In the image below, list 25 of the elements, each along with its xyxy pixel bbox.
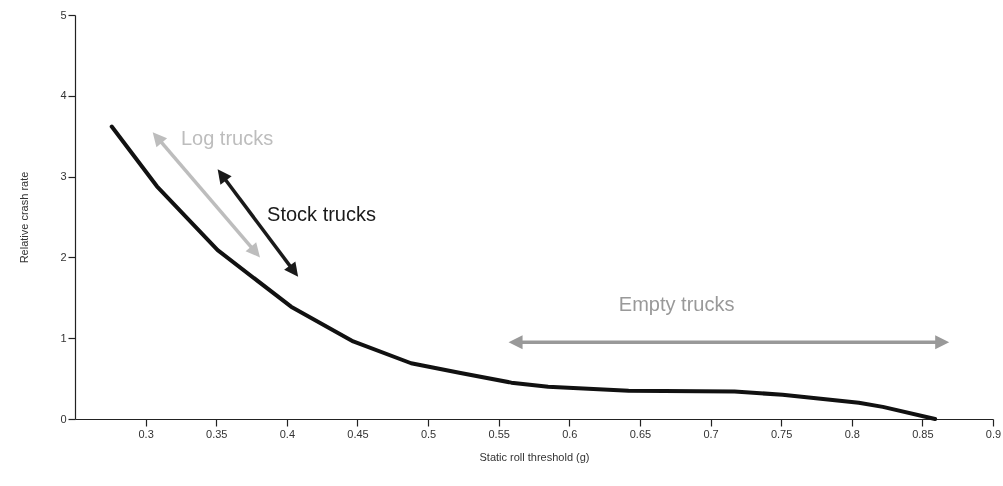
y-tick-label: 3 (60, 170, 67, 183)
x-tick-label: 0.55 (488, 427, 510, 440)
x-tick-label: 0.7 (703, 427, 719, 440)
x-tick-label: 0.4 (279, 427, 295, 440)
x-tick-label: 0.9 (985, 427, 1002, 440)
y-tick-label: 0 (60, 412, 67, 425)
y-tick-label: 5 (60, 8, 67, 21)
x-tick-label: 0.5 (420, 427, 437, 440)
y-tick-label: 4 (60, 89, 67, 102)
x-tick-label: 0.45 (347, 427, 369, 440)
annotation: Log trucks (180, 126, 274, 149)
annotation: Stock trucks (267, 203, 376, 226)
y-axis-title: Relative crash rate (18, 171, 31, 264)
x-tick-label: 0.75 (770, 427, 793, 440)
y-tick-label: 2 (60, 250, 67, 263)
x-tick-label: 0.8 (844, 427, 860, 440)
x-tick-label: 0.85 (912, 427, 934, 440)
line-series (109, 124, 938, 421)
x-tick-label: 0.65 (629, 427, 652, 440)
x-tick-label: 0.3 (138, 427, 154, 440)
x-axis-title: Static roll threshold (g) (479, 450, 590, 463)
annotation: Empty trucks (618, 293, 735, 316)
x-tick-label: 0.35 (206, 427, 228, 440)
y-tick-label: 1 (60, 331, 67, 344)
x-tick-label: 0.6 (562, 427, 578, 440)
